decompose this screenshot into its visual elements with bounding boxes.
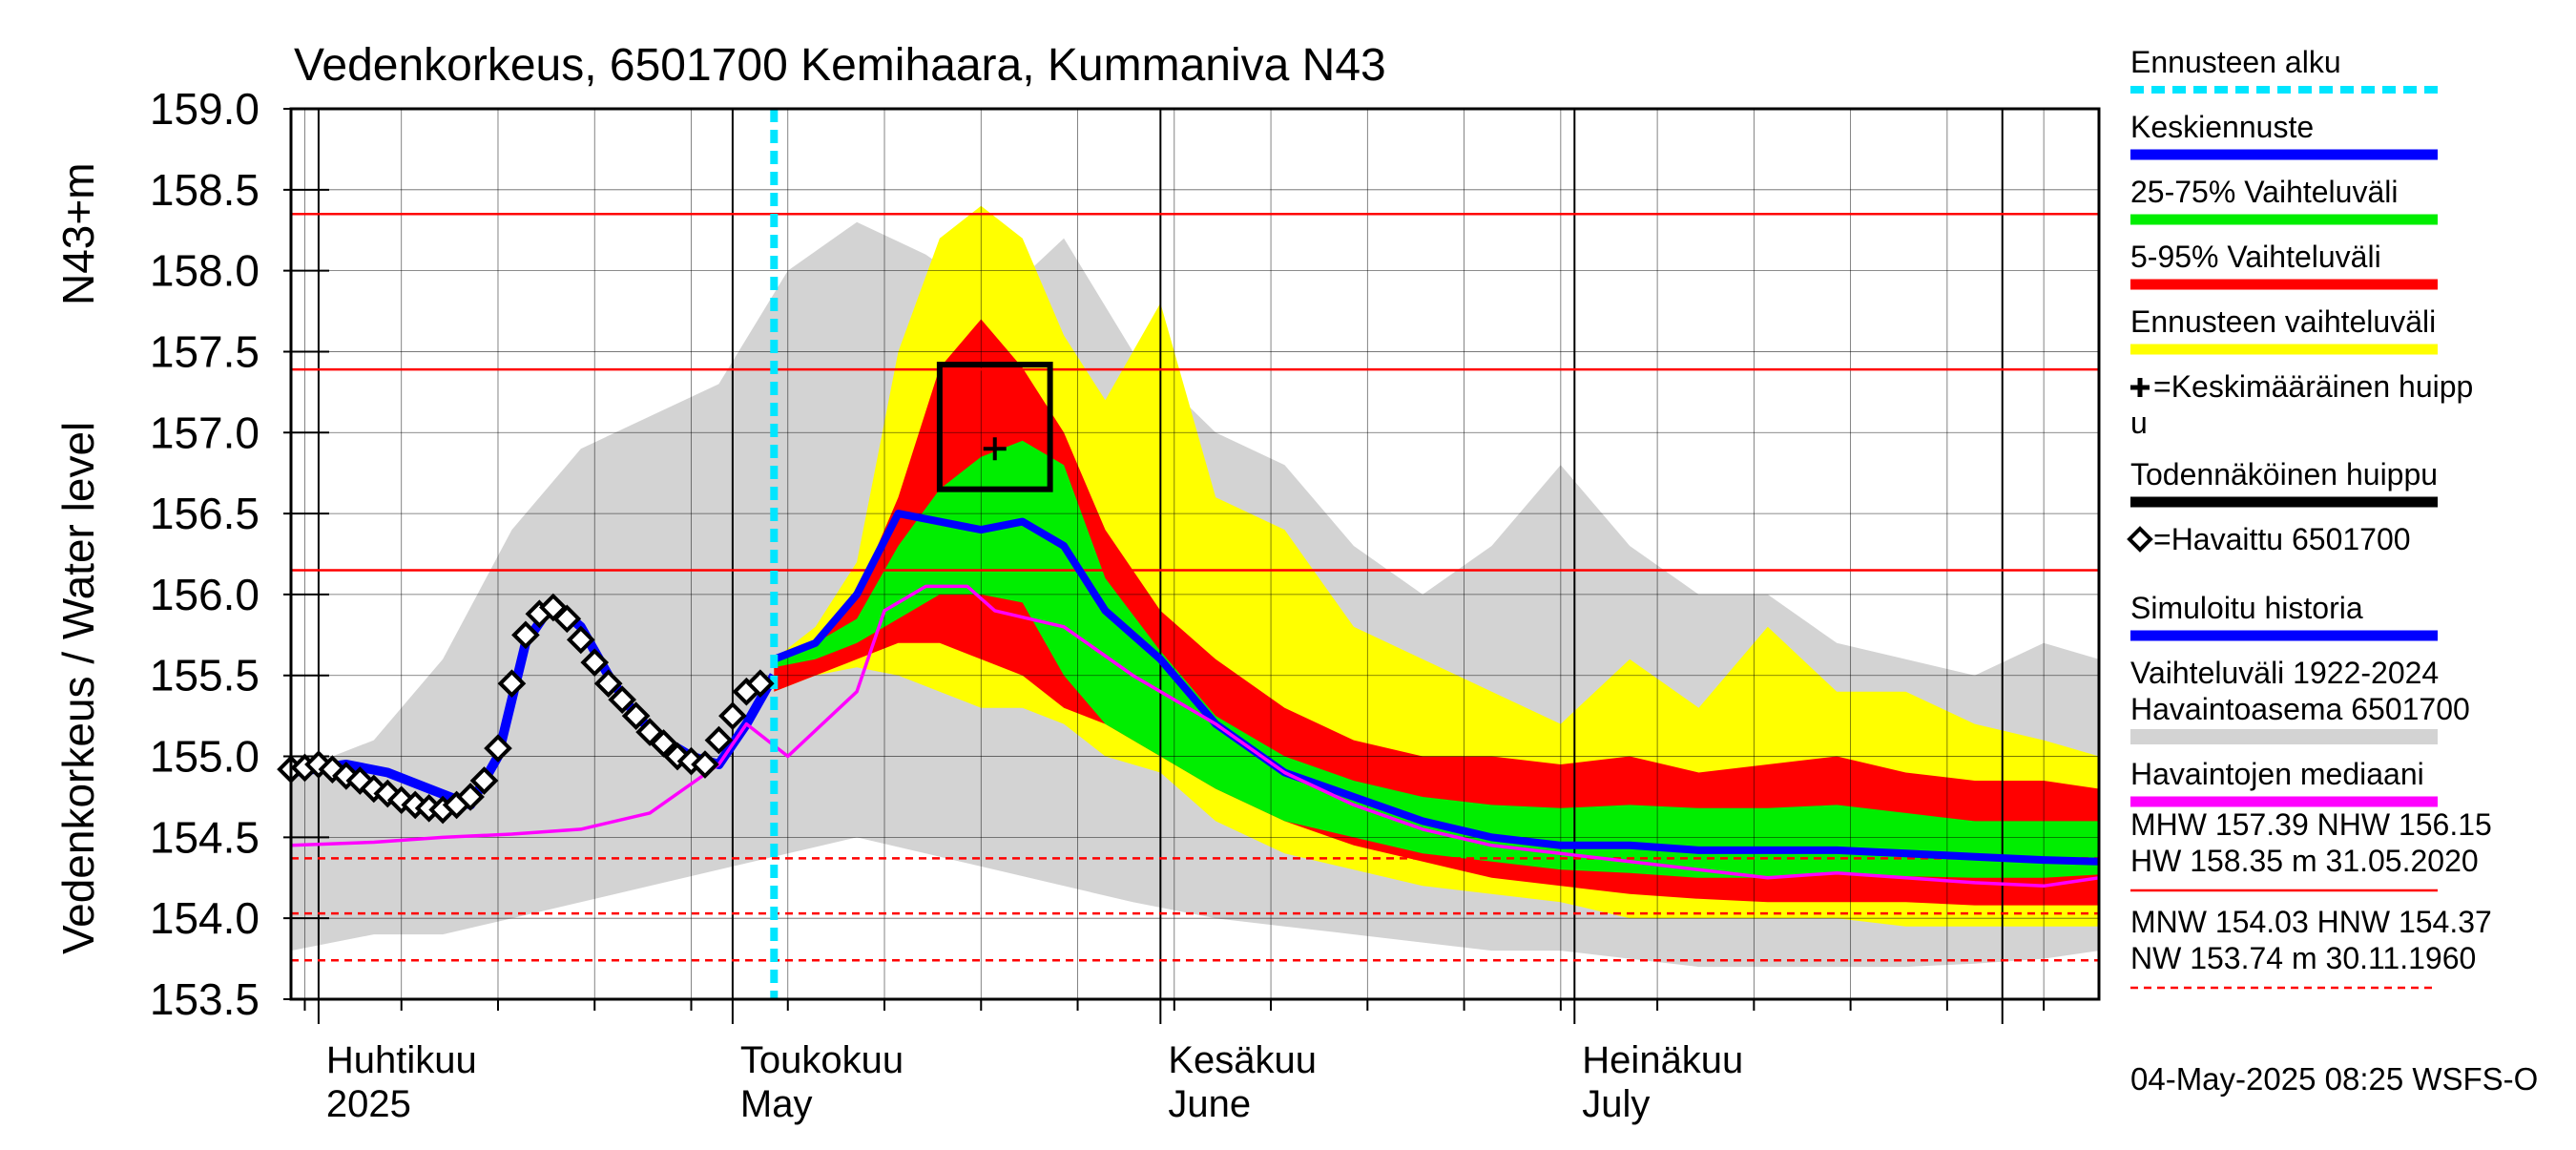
chart-title: Vedenkorkeus, 6501700 Kemihaara, Kummani…: [294, 40, 1386, 91]
legend-item-3: 5-95% Vaihteluväli: [2130, 240, 2438, 290]
legend-item-2: 25-75% Vaihteluväli: [2130, 175, 2438, 225]
month-label: Toukokuu: [740, 1039, 904, 1081]
legend-item-0: Ennusteen alku: [2130, 45, 2438, 94]
y-tick-label: 153.5: [150, 974, 260, 1024]
y-tick-label: 155.5: [150, 651, 260, 700]
legend-label: Vaihteluväli 1922-2024: [2130, 656, 2439, 690]
forecast-band-0: [774, 205, 2099, 927]
y-axis-label: Vedenkorkeus / Water level: [53, 422, 103, 954]
observed-point: [359, 774, 388, 804]
y-tick-label: 154.5: [150, 812, 260, 862]
observed-point: [593, 669, 623, 699]
legend-label: Ennusteen alku: [2130, 45, 2341, 79]
y-tick-label: 157.0: [150, 408, 260, 457]
legend-label: 5-95% Vaihteluväli: [2130, 240, 2381, 274]
mean-peak-marker: [983, 437, 1007, 461]
observed-point: [484, 734, 512, 763]
legend-diamond-icon: [2127, 526, 2153, 553]
stats-line: NW 153.74 m 30.11.1960: [2130, 941, 2476, 975]
series-line-0: [772, 510, 2100, 866]
y-tick-label: 155.0: [150, 732, 260, 782]
legend-item-7: =Havaittu 6501700: [2127, 522, 2411, 556]
legend-plus-icon: [2130, 378, 2150, 397]
plot-frame: [289, 107, 2101, 1001]
observed-point: [469, 766, 499, 795]
legend-label: 25-75% Vaihteluväli: [2130, 175, 2398, 209]
month-sublabel: July: [1582, 1083, 1650, 1125]
legend-label: =Havaittu 6501700: [2153, 522, 2411, 556]
observed-point: [718, 701, 747, 730]
forecast-band-2: [774, 440, 2099, 878]
month-sublabel: June: [1168, 1083, 1251, 1125]
month-label: Huhtikuu: [326, 1039, 477, 1081]
legend-label-cont: u: [2130, 406, 2148, 440]
legend-label: Simuloitu historia: [2130, 591, 2363, 625]
legend-label: Havaintojen mediaani: [2130, 757, 2424, 791]
stats-line: HW 158.35 m 31.05.2020: [2130, 844, 2479, 878]
observed-point: [746, 669, 775, 699]
y-tick-label: 156.0: [150, 570, 260, 619]
legend-label-cont: Havaintoasema 6501700: [2130, 692, 2470, 726]
series-line-2: [290, 584, 2100, 889]
y-tick-label: 158.0: [150, 246, 260, 296]
observed-point: [373, 779, 403, 808]
legend-label: =Keskimääräinen huipp: [2153, 369, 2473, 404]
y-tick-label: 156.5: [150, 489, 260, 538]
legend-label: Ennusteen vaihteluväli: [2130, 304, 2436, 339]
y-axis-unit-label: N43+m: [53, 162, 103, 305]
legend-item-5: =Keskimääräinen huippu: [2130, 369, 2473, 440]
observed-point: [649, 729, 678, 758]
legend-label: Todennäköinen huippu: [2130, 457, 2438, 491]
observed-point: [511, 620, 540, 650]
legend-item-8: Simuloitu historia: [2130, 591, 2438, 641]
legend-item-4: Ennusteen vaihteluväli: [2130, 304, 2438, 355]
observed-point: [704, 725, 734, 755]
observed-point: [566, 625, 595, 655]
stats-line: MNW 154.03 HNW 154.37: [2130, 905, 2492, 939]
legend-item-9: Vaihteluväli 1922-2024 Havaintoasema 650…: [2130, 656, 2470, 744]
observed-point: [497, 669, 527, 699]
y-tick-label: 158.5: [150, 165, 260, 215]
y-tick-label: 154.0: [150, 893, 260, 943]
observed-point: [580, 648, 610, 677]
observed-point: [608, 685, 637, 715]
probable-peak-box: [936, 362, 1053, 492]
legend-item-1: Keskiennuste: [2130, 110, 2438, 160]
observed-point: [621, 701, 651, 730]
observed-point: [332, 762, 361, 790]
legend-item-10: Havaintojen mediaani: [2130, 757, 2438, 807]
month-label: Kesäkuu: [1168, 1039, 1317, 1081]
legend-label: Keskiennuste: [2130, 110, 2314, 144]
y-tick-label: 159.0: [150, 84, 260, 134]
legend-item-6: Todennäköinen huippu: [2130, 457, 2438, 508]
month-sublabel: May: [740, 1083, 813, 1125]
month-label: Heinäkuu: [1582, 1039, 1743, 1081]
stats-line: MHW 157.39 NHW 156.15: [2130, 807, 2492, 842]
y-tick-label: 157.5: [150, 326, 260, 376]
observed-point: [552, 604, 582, 634]
footer-timestamp: 04-May-2025 08:25 WSFS-O: [2130, 1061, 2538, 1097]
observed-point: [456, 783, 485, 811]
month-sublabel: 2025: [326, 1083, 411, 1125]
observed-point: [691, 750, 719, 779]
